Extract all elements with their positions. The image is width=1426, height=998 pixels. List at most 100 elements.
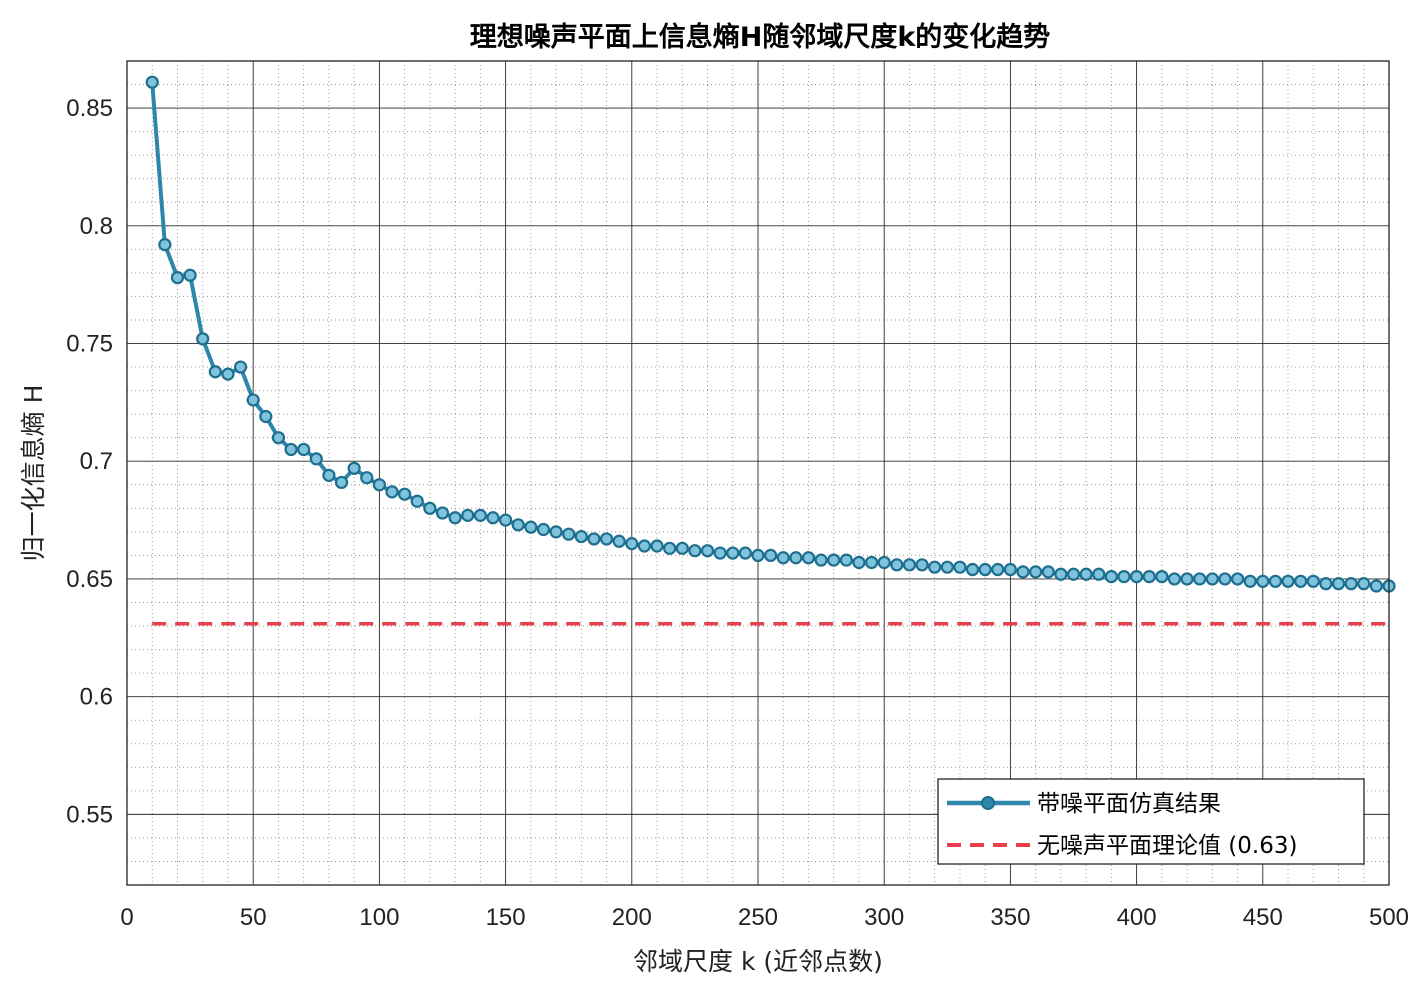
series-0-point bbox=[776, 551, 790, 565]
series-0-point bbox=[1319, 577, 1333, 591]
series-0-point bbox=[246, 393, 260, 407]
y-tick-label: 0.85 bbox=[66, 95, 113, 122]
x-tick-label: 500 bbox=[1369, 904, 1409, 931]
series-0-point bbox=[1357, 577, 1371, 591]
series-0-point bbox=[499, 513, 513, 527]
x-tick-label: 150 bbox=[486, 904, 526, 931]
series-0-point bbox=[1129, 569, 1144, 584]
series-0-point bbox=[1344, 577, 1358, 591]
series-0-point bbox=[637, 539, 652, 553]
x-tick-label: 200 bbox=[612, 904, 652, 931]
legend-label-series-1: 无噪声平面理论值 (0.63) bbox=[1037, 833, 1297, 859]
series-0-point bbox=[1243, 574, 1257, 588]
series-0-point bbox=[448, 511, 462, 525]
series-0-point bbox=[1104, 569, 1118, 584]
series-0-point bbox=[1180, 572, 1194, 586]
series-0-point bbox=[410, 494, 424, 508]
series-0-point bbox=[334, 475, 349, 490]
series-0-point bbox=[145, 75, 159, 89]
series-0-point bbox=[398, 487, 412, 501]
series-0-point bbox=[1092, 567, 1106, 581]
y-axis-label: 归一化信息熵 H bbox=[19, 385, 48, 562]
series-0-point bbox=[360, 471, 374, 485]
series-0-point bbox=[726, 546, 740, 560]
series-0-point bbox=[297, 442, 311, 457]
series-0-point bbox=[1079, 567, 1093, 581]
series-layer bbox=[145, 75, 1396, 626]
series-0-point bbox=[1016, 565, 1030, 579]
series-0-point bbox=[549, 525, 563, 539]
legend-marker-series-0 bbox=[981, 796, 995, 810]
series-0-point bbox=[1294, 574, 1308, 588]
series-0-point bbox=[284, 442, 298, 457]
legend-label-series-0: 带噪平面仿真结果 bbox=[1037, 791, 1221, 817]
series-0-point bbox=[675, 541, 689, 555]
x-tick-label: 0 bbox=[120, 904, 133, 931]
series-0-point bbox=[1369, 579, 1383, 593]
y-tick-label: 0.75 bbox=[66, 331, 113, 358]
series-0-point bbox=[864, 555, 879, 570]
series-0-point bbox=[423, 501, 437, 515]
series-0-point bbox=[271, 431, 286, 445]
y-tick-label: 0.7 bbox=[80, 448, 113, 475]
series-0-point bbox=[877, 555, 891, 570]
series-0-point bbox=[170, 270, 185, 285]
series-0-point bbox=[953, 560, 967, 574]
series-0-point bbox=[700, 544, 715, 558]
series-0-point bbox=[764, 548, 778, 563]
series-0-point bbox=[524, 520, 538, 534]
series-0-point bbox=[928, 560, 942, 574]
series-0-point bbox=[940, 560, 954, 574]
x-tick-label: 300 bbox=[864, 904, 904, 931]
y-tick-label: 0.55 bbox=[66, 801, 113, 828]
y-tick-label: 0.6 bbox=[80, 684, 113, 711]
series-0-line bbox=[150, 82, 1389, 588]
series-0-point bbox=[1218, 572, 1232, 586]
series-0-point bbox=[158, 238, 172, 252]
series-0-point bbox=[1029, 565, 1043, 579]
series-0-point bbox=[1142, 569, 1156, 584]
series-0-point bbox=[1256, 574, 1270, 588]
series-0-point bbox=[1117, 569, 1131, 584]
series-0-point bbox=[536, 522, 551, 537]
series-0-point bbox=[991, 562, 1005, 577]
series-0-point bbox=[965, 562, 980, 577]
series-0-point bbox=[486, 511, 500, 525]
series-0-point bbox=[233, 360, 248, 374]
series-0-point bbox=[650, 539, 664, 553]
series-0-point bbox=[738, 546, 752, 560]
x-tick-label: 400 bbox=[1117, 904, 1157, 931]
series-0-point bbox=[562, 527, 576, 541]
series-0-point bbox=[1054, 567, 1068, 581]
series-0-point bbox=[1066, 567, 1081, 581]
series-0-point bbox=[372, 478, 386, 492]
series-0-point bbox=[1003, 562, 1018, 577]
series-0-point bbox=[814, 553, 828, 567]
series-0-point bbox=[347, 461, 361, 475]
series-0-point bbox=[1331, 577, 1346, 591]
series-0-point bbox=[612, 534, 626, 548]
x-tick-label: 450 bbox=[1243, 904, 1283, 931]
series-0-point bbox=[385, 485, 399, 499]
series-0-point bbox=[208, 365, 222, 379]
series-0-point bbox=[183, 268, 197, 282]
plot-frame bbox=[126, 60, 1390, 886]
grid bbox=[126, 60, 1390, 886]
series-0-point bbox=[1230, 572, 1245, 586]
series-0-point bbox=[663, 541, 677, 555]
y-ticks: 0.55 0.6 0.65 0.7 0.75 0.8 0.85 bbox=[66, 95, 113, 828]
x-tick-label: 50 bbox=[240, 904, 267, 931]
y-tick-label: 0.8 bbox=[80, 213, 113, 240]
series-0-point bbox=[473, 508, 487, 522]
series-0-point bbox=[713, 546, 727, 560]
legend-box bbox=[937, 778, 1365, 865]
series-0-point bbox=[1281, 574, 1295, 588]
x-tick-label: 350 bbox=[990, 904, 1030, 931]
series-0-point bbox=[322, 468, 336, 482]
chart-title: 理想噪声平面上信息熵H随邻域尺度k的变化趋势 bbox=[470, 21, 1051, 53]
series-0-point bbox=[789, 551, 803, 565]
series-0-point bbox=[978, 562, 992, 577]
series-0-point bbox=[625, 537, 639, 551]
series-0-point bbox=[1193, 572, 1207, 586]
